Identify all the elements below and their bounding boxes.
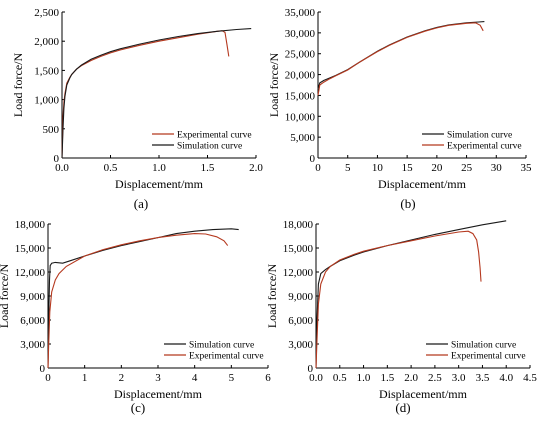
series-line-1 (317, 21, 485, 90)
x-tick-label: 0.0 (309, 372, 323, 384)
y-tick-label: 500 (43, 124, 60, 136)
y-tick-label: 15,000 (283, 243, 314, 255)
y-tick-label: 35,000 (285, 7, 316, 19)
y-tick-label: 9,000 (20, 291, 45, 303)
chart-panel-3: 0 1 2 3 4 5 6 0 3,000 6,000 9,000 12,000 15,000 18,00… (0, 219, 271, 415)
x-tick-label: 0.0 (55, 162, 69, 174)
chart-panel-4: 0.0 0.5 1.0 1.5 2.0 2.5 3.0 3.5 4.0 4.5 0 3,000 6,00… (265, 219, 537, 415)
x-tick-label: 1.5 (201, 162, 215, 174)
y-tick-label: 3,000 (20, 339, 45, 351)
x-tick-label: 1.5 (380, 372, 394, 384)
y-tick-label: 6,000 (288, 315, 313, 327)
y-tick-label: 0 (40, 363, 46, 375)
x-tick-label: 5 (229, 372, 235, 384)
chart-panel-1: 0.0 0.5 1.0 1.5 2.0 0 500 1,000 1,500 2,000 2,500 D… (11, 7, 263, 211)
x-tick-label: 4.0 (499, 372, 513, 384)
y-tick-label: 0 (310, 153, 316, 165)
panel-label: (a) (134, 196, 148, 211)
x-tick-label: 10 (372, 162, 384, 174)
x-tick-label: 3 (155, 372, 161, 384)
x-tick-label: 6 (265, 372, 271, 384)
x-tick-label: 0 (45, 372, 51, 384)
series-line-2 (61, 28, 252, 159)
y-tick-label: 12,000 (15, 267, 46, 279)
y-tick-label: 30,000 (285, 28, 316, 40)
y-tick-label: 6,000 (20, 315, 45, 327)
chart-panel-2: 0 5 10 15 20 25 30 35 0 5,000 10,000 15,000 20,000 25… (267, 7, 532, 211)
y-tick-label: 5,000 (290, 132, 315, 144)
legend-label: Simulation curve (189, 341, 254, 351)
x-axis-label: Displacement/mm (378, 177, 467, 191)
x-tick-label: 30 (491, 162, 503, 174)
series-line-2 (317, 22, 484, 96)
series-line-1 (315, 220, 507, 369)
x-tick-label: 1.0 (152, 162, 166, 174)
panel-label: (d) (395, 400, 410, 415)
x-tick-label: 5 (345, 162, 351, 174)
series-line-2 (315, 230, 482, 369)
legend-label: Simulation curve (177, 142, 242, 152)
y-tick-label: 0 (54, 153, 60, 165)
x-axis-label: Displacement/mm (379, 387, 468, 401)
x-tick-label: 4.5 (523, 372, 537, 384)
y-tick-label: 18,000 (15, 219, 46, 231)
y-axis-label: Load force/N (265, 264, 279, 329)
x-tick-label: 25 (461, 162, 473, 174)
y-tick-label: 1,500 (34, 65, 59, 77)
y-tick-label: 1,000 (34, 95, 59, 107)
x-tick-label: 1.0 (357, 372, 371, 384)
legend-label: Simulation curve (447, 131, 512, 141)
x-axis-label: Displacement/mm (115, 177, 204, 191)
y-tick-label: 9,000 (288, 291, 313, 303)
x-tick-label: 0.5 (104, 162, 118, 174)
x-tick-label: 4 (192, 372, 198, 384)
panel-label: (b) (400, 196, 415, 211)
y-tick-label: 15,000 (285, 90, 316, 102)
y-axis-label: Load force/N (11, 53, 25, 118)
x-tick-label: 15 (402, 162, 414, 174)
x-tick-label: 1 (82, 372, 88, 384)
x-tick-label: 20 (431, 162, 443, 174)
y-tick-label: 10,000 (285, 111, 316, 123)
y-tick-label: 0 (308, 363, 314, 375)
legend-label: Experimental curve (177, 131, 252, 141)
x-tick-label: 0 (315, 162, 321, 174)
y-tick-label: 25,000 (285, 49, 316, 61)
y-axis-label: Load force/N (267, 53, 281, 118)
y-tick-label: 12,000 (283, 267, 314, 279)
y-tick-label: 2,500 (34, 7, 59, 19)
y-tick-label: 18,000 (283, 219, 314, 231)
x-tick-label: 3.5 (476, 372, 490, 384)
x-tick-label: 2.0 (249, 162, 263, 174)
x-axis-label: Displacement/mm (114, 387, 203, 401)
y-tick-label: 3,000 (288, 339, 313, 351)
x-tick-label: 35 (521, 162, 533, 174)
legend-label: Experimental curve (189, 352, 264, 362)
legend-label: Experimental curve (447, 142, 522, 152)
x-tick-label: 2.5 (428, 372, 442, 384)
legend-label: Experimental curve (451, 352, 526, 362)
x-tick-label: 2 (119, 372, 125, 384)
y-axis-label: Load force/N (0, 264, 11, 329)
x-tick-label: 3.0 (452, 372, 466, 384)
y-tick-label: 20,000 (285, 70, 316, 82)
y-tick-label: 15,000 (15, 243, 46, 255)
series-line-2 (47, 233, 229, 369)
x-tick-label: 2.0 (404, 372, 418, 384)
panel-label: (c) (131, 400, 145, 415)
x-tick-label: 0.5 (333, 372, 347, 384)
legend-label: Simulation curve (451, 341, 516, 351)
y-tick-label: 2,000 (34, 36, 59, 48)
